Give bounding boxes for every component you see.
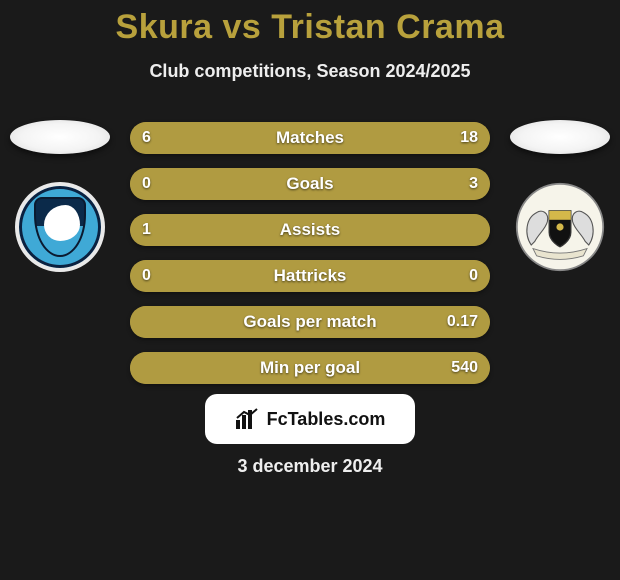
stat-fill-left bbox=[130, 122, 220, 154]
page-title: Skura vs Tristan Crama bbox=[0, 8, 620, 47]
player-left-crest bbox=[15, 182, 105, 272]
stat-fill-right bbox=[220, 122, 490, 154]
subtitle: Club competitions, Season 2024/2025 bbox=[0, 61, 620, 82]
stat-fill-left bbox=[130, 214, 483, 246]
player-left-column bbox=[0, 120, 120, 272]
stat-fill-right bbox=[137, 306, 490, 338]
stat-fill-right bbox=[483, 214, 490, 246]
player-right-column bbox=[500, 120, 620, 272]
stat-fill-right bbox=[144, 352, 490, 384]
brand-text: FcTables.com bbox=[267, 409, 386, 430]
stat-row: Goals per match0.17 bbox=[130, 306, 490, 338]
stat-row: Min per goal540 bbox=[130, 352, 490, 384]
brand-chart-icon bbox=[235, 408, 259, 430]
stat-row: Assists1 bbox=[130, 214, 490, 246]
player-left-avatar bbox=[10, 120, 110, 154]
player-right-crest bbox=[515, 182, 605, 272]
date-text: 3 december 2024 bbox=[0, 456, 620, 477]
stat-fill-left bbox=[130, 352, 144, 384]
stat-row: Hattricks00 bbox=[130, 260, 490, 292]
stat-fill-right bbox=[137, 168, 490, 200]
brand-box: FcTables.com bbox=[205, 394, 415, 444]
stat-fill-left bbox=[130, 260, 310, 292]
stat-row: Matches618 bbox=[130, 122, 490, 154]
stat-row: Goals03 bbox=[130, 168, 490, 200]
player-right-avatar bbox=[510, 120, 610, 154]
stat-fill-left bbox=[130, 168, 137, 200]
stat-fill-left bbox=[130, 306, 137, 338]
stat-fill-right bbox=[310, 260, 490, 292]
stats-list: Matches618 Goals03 Assists1 Hattricks00 Goal… bbox=[130, 122, 490, 384]
